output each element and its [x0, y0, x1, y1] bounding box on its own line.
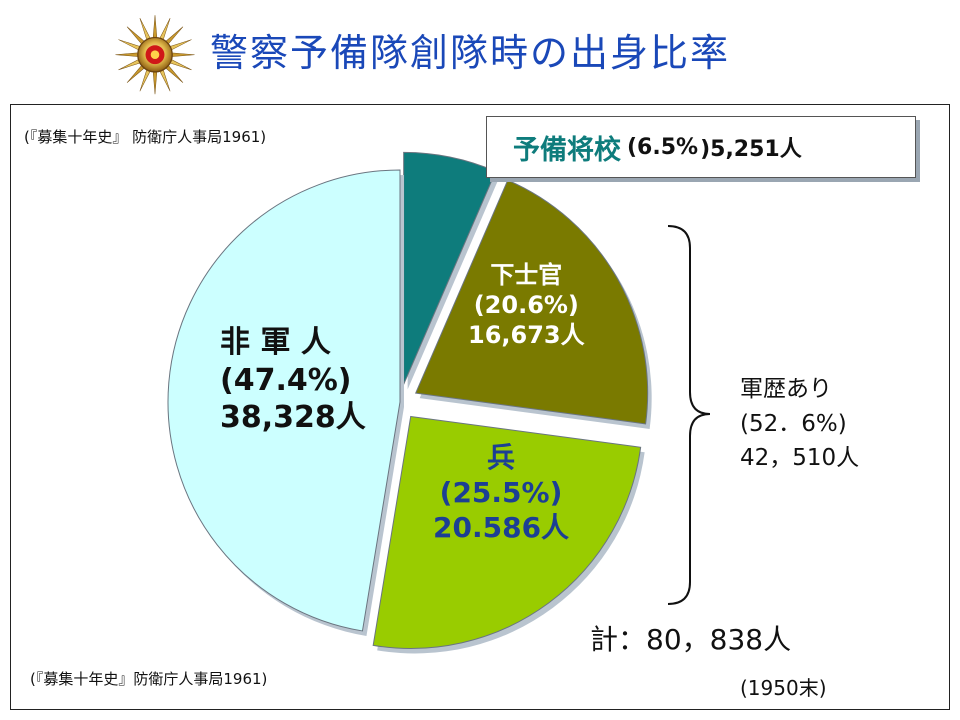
officers-name: 予備将校 — [513, 134, 621, 166]
civilian-count: 38,328人 — [220, 400, 366, 435]
officers-percent: (6.5% — [627, 134, 699, 160]
pie-slice-civilian — [167, 169, 401, 632]
nco-percent: (20.6%) — [473, 291, 579, 319]
total-count: 計：80，838人 — [590, 623, 792, 656]
military-experience-annotation: 軍歴あり (52．6%) 42，510人 — [740, 372, 859, 476]
civilian-label: 非 軍 人 (47.4%) 38,328人 — [220, 324, 366, 437]
officers-count: )5,251人 — [700, 137, 802, 162]
military-experience-label: 軍歴あり — [740, 376, 832, 402]
civilian-percent: (47.4%) — [220, 362, 352, 398]
officers-callout: 予備将校 (6.5% )5,251人 — [486, 116, 916, 178]
source-citation-top: (『募集十年史』 防衛庁人事局1961) — [24, 128, 267, 146]
date-note: (1950末) — [740, 676, 827, 700]
military-experience-count: 42，510人 — [740, 445, 860, 471]
soldier-label: 兵 (25.5%) 20.586人 — [433, 440, 569, 545]
chart-frame — [10, 104, 950, 710]
soldier-count: 20.586人 — [433, 511, 570, 544]
pie-slice-soldier — [372, 415, 642, 649]
soldier-name: 兵 — [487, 441, 516, 474]
pie-slice-nco — [414, 179, 649, 425]
nco-name: 下士官 — [490, 261, 563, 289]
police-reserve-emblem-icon — [115, 15, 195, 95]
nco-count: 16,673人 — [468, 321, 585, 349]
military-experience-percent: (52．6%) — [740, 410, 847, 437]
nco-label: 下士官 (20.6%) 16,673人 — [468, 260, 585, 350]
source-citation-bottom: (『募集十年史』防衛庁人事局1961) — [30, 670, 268, 688]
page-title: 警察予備隊創隊時の出身比率 — [210, 31, 731, 75]
civilian-name: 非 軍 人 — [220, 325, 331, 360]
soldier-percent: (25.5%) — [439, 476, 563, 509]
header: 警察予備隊創隊時の出身比率 — [0, 0, 960, 100]
